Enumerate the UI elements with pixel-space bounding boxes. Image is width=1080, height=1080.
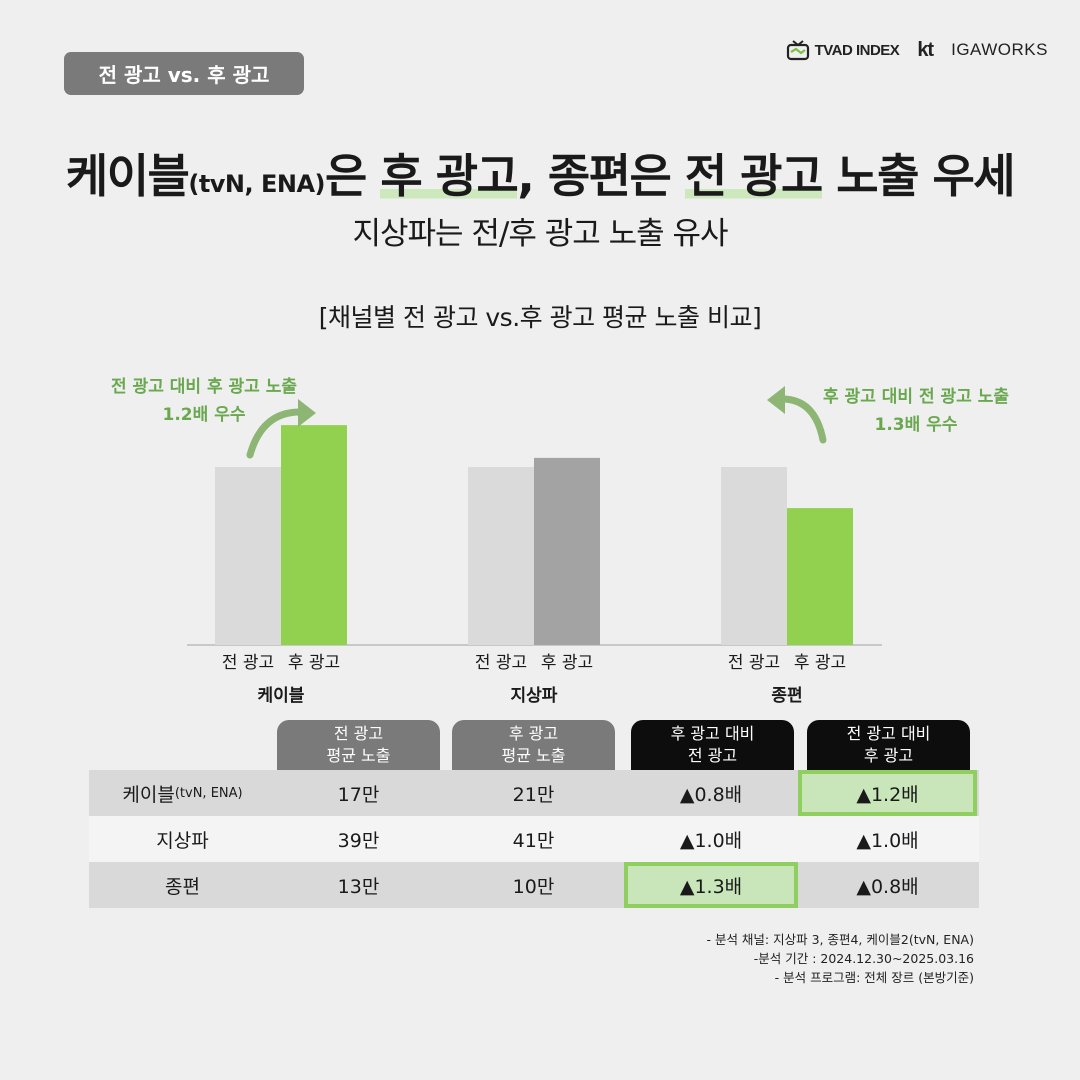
category-label: 케이블 — [258, 686, 305, 706]
annotation-general-line2: 1.3배 우수 — [875, 415, 958, 435]
pre-ad-cell: 13만 — [337, 875, 380, 898]
bar-pre-ad — [215, 467, 281, 645]
arrow-head-general — [767, 386, 785, 414]
bar-post-ad — [534, 457, 600, 645]
bar-label-pre-ad: 전 광고 — [728, 653, 780, 673]
category-label: 지상파 — [511, 686, 558, 706]
header-pre-vs-post: 후 광고 대비 전 광고 — [631, 720, 794, 770]
pre-ad-cell: 39만 — [337, 829, 380, 852]
tvad-index-text: TVAD INDEX — [814, 41, 900, 59]
kt-logo: kt — [917, 38, 934, 61]
table-row-terrestrial: 지상파 39만 41만 ▲1.0배 ▲1.0배 — [89, 816, 979, 862]
bar-post-ad — [787, 508, 853, 645]
row-label: 종편 — [165, 875, 200, 898]
page-title: 케이블(tvN, ENA)은 후 광고, 종편은 전 광고 노출 우세 — [0, 140, 1080, 206]
channel-name: 케이블 — [122, 783, 175, 806]
table-row-general: 종편 13만 10만 ▲1.3배 ▲0.8배 — [89, 862, 979, 908]
bar-pre-ad — [468, 467, 534, 645]
footnote-channels: - 분석 채널: 지상파 3, 종편4, 케이블2(tvN, ENA) — [706, 932, 974, 947]
post-vs-pre-cell: ▲0.8배 — [856, 875, 919, 898]
arrow-head-cable — [298, 399, 316, 427]
row-label: 케이블 (tvN, ENA) — [89, 770, 276, 816]
annotation-general-line1: 후 광고 대비 전 광고 노출 — [823, 386, 1009, 407]
post-vs-pre-cell-highlight: ▲1.2배 — [798, 770, 977, 816]
partner-logos: TVAD INDEX kt IGAWORKS — [786, 36, 1048, 64]
pre-vs-post-cell-highlight: ▲1.3배 — [624, 862, 798, 908]
tvad-index-logo: TVAD INDEX — [786, 39, 900, 61]
header-post-ad-avg: 후 광고 평균 노출 — [452, 720, 615, 770]
tv-icon — [786, 40, 809, 61]
post-ad-cell: 21만 — [512, 783, 555, 806]
footnotes: - 분석 채널: 지상파 3, 종편4, 케이블2(tvN, ENA) -분석 … — [706, 930, 974, 987]
title-text-3: 노출 우세 — [821, 149, 1015, 203]
section-badge: 전 광고 vs. 후 광고 — [64, 52, 304, 95]
title-cable-channels: (tvN, ENA) — [188, 170, 326, 198]
arrow-general — [778, 395, 827, 444]
post-ad-cell: 10만 — [512, 875, 555, 898]
title-highlight-post-ad: 후 광고 — [380, 149, 519, 203]
title-highlight-pre-ad: 전 광고 — [684, 149, 823, 203]
table-row-cable: 케이블 (tvN, ENA) 17만 21만 ▲0.8배 ▲1.2배 — [89, 770, 979, 816]
pre-vs-post-cell: ▲0.8배 — [679, 783, 743, 806]
bar-label-pre-ad: 전 광고 — [475, 653, 527, 673]
annotation-cable-line1: 전 광고 대비 후 광고 노출 — [111, 376, 297, 397]
bar-label-post-ad: 후 광고 — [288, 653, 340, 673]
comparison-table: 전 광고 평균 노출 후 광고 평균 노출 후 광고 대비 전 광고 전 광고 … — [89, 720, 979, 908]
footnote-period: -분석 기간 : 2024.12.30~2025.03.16 — [753, 951, 974, 966]
bar-pre-ad — [721, 467, 787, 645]
pre-ad-cell: 17만 — [337, 783, 380, 806]
category-label: 종편 — [771, 686, 802, 706]
bar-label-post-ad: 후 광고 — [541, 653, 593, 673]
bar-label-post-ad: 후 광고 — [794, 653, 846, 673]
pre-vs-post-cell: ▲1.0배 — [679, 829, 743, 852]
arrow-cable — [246, 408, 304, 459]
channel-detail: (tvN, ENA) — [174, 785, 243, 801]
header-post-vs-pre: 전 광고 대비 후 광고 — [807, 720, 970, 770]
post-vs-pre-cell: ▲1.0배 — [856, 829, 919, 852]
bar-post-ad — [281, 425, 347, 645]
annotation-cable-line2: 1.2배 우수 — [163, 405, 246, 425]
header-pre-ad-avg: 전 광고 평균 노출 — [277, 720, 440, 770]
title-text-1: 은 — [325, 149, 381, 203]
row-label: 지상파 — [156, 829, 209, 852]
page-subtitle: 지상파는 전/후 광고 노출 유사 — [352, 216, 728, 252]
table-header-row: 전 광고 평균 노출 후 광고 평균 노출 후 광고 대비 전 광고 전 광고 … — [89, 720, 979, 770]
bar-label-pre-ad: 전 광고 — [222, 653, 274, 673]
title-cable: 케이블 — [65, 149, 190, 203]
chart-title: [채널별 전 광고 vs.후 광고 평균 노출 비교] — [318, 303, 762, 332]
footnote-programs: - 분석 프로그램: 전체 장르 (본방기준) — [774, 970, 974, 985]
post-ad-cell: 41만 — [512, 829, 555, 852]
igaworks-logo: IGAWORKS — [951, 40, 1048, 59]
title-text-2: , 종편은 — [517, 149, 685, 203]
